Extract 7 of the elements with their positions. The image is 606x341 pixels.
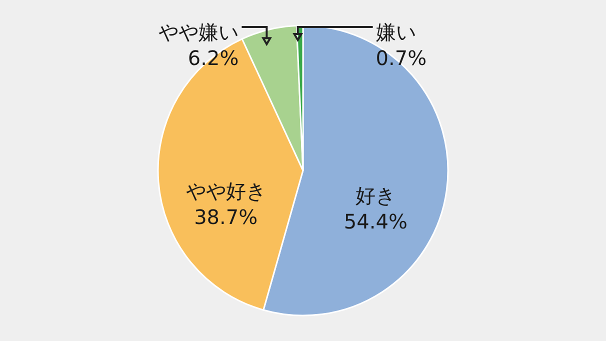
data-label: 54.4% <box>344 209 408 234</box>
data-label: 38.7% <box>194 204 258 229</box>
slice-label: やや嫌い <box>158 20 239 44</box>
data-label: 0.7% <box>376 46 427 70</box>
slice-label: 好き <box>356 183 396 208</box>
slice-label: やや好き <box>186 178 266 203</box>
slice-label: 嫌い <box>376 20 416 44</box>
